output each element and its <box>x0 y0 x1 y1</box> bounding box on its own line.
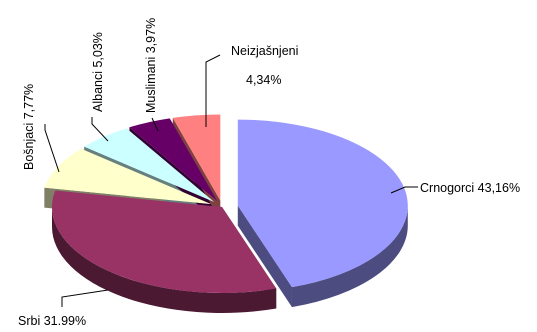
label-bosnjaci: Bošnjaci 7,77% <box>22 84 36 170</box>
label-albanci: Albanci 5,03% <box>91 32 105 112</box>
label-muslimani: Muslimani 3,97% <box>144 18 158 113</box>
slice-albanci <box>84 128 215 202</box>
slice-rim-srbi <box>52 207 277 313</box>
label-crnogorci: Crnogorci 43,16% <box>420 181 520 195</box>
label-neizjasnjeni-value: 4,34% <box>246 73 281 87</box>
slice-wall-end-crnogorci <box>237 205 292 308</box>
leader-neizjasnjeni <box>205 54 221 127</box>
slice-srbi <box>52 190 277 293</box>
slice-bosnjaci <box>44 148 212 205</box>
label-neizjasnjeni-name: Neizjašnjeni <box>231 44 298 58</box>
leader-muslimani <box>151 117 159 132</box>
leader-crnogorci <box>390 186 418 194</box>
slice-muslimani <box>129 118 218 201</box>
leader-srbi <box>61 289 109 307</box>
leader-albanci <box>91 117 109 142</box>
pie-tops <box>44 114 408 293</box>
pie-labels: Crnogorci 43,16% Srbi 31.99% Bošnjaci 7,… <box>18 18 520 328</box>
label-srbi: Srbi 31.99% <box>18 314 86 328</box>
slice-crnogorci <box>237 119 408 288</box>
slice-rim-crnogorci <box>291 205 408 308</box>
slice-neizjasnjeni <box>172 114 221 201</box>
leader-bosnjaci <box>44 124 60 173</box>
